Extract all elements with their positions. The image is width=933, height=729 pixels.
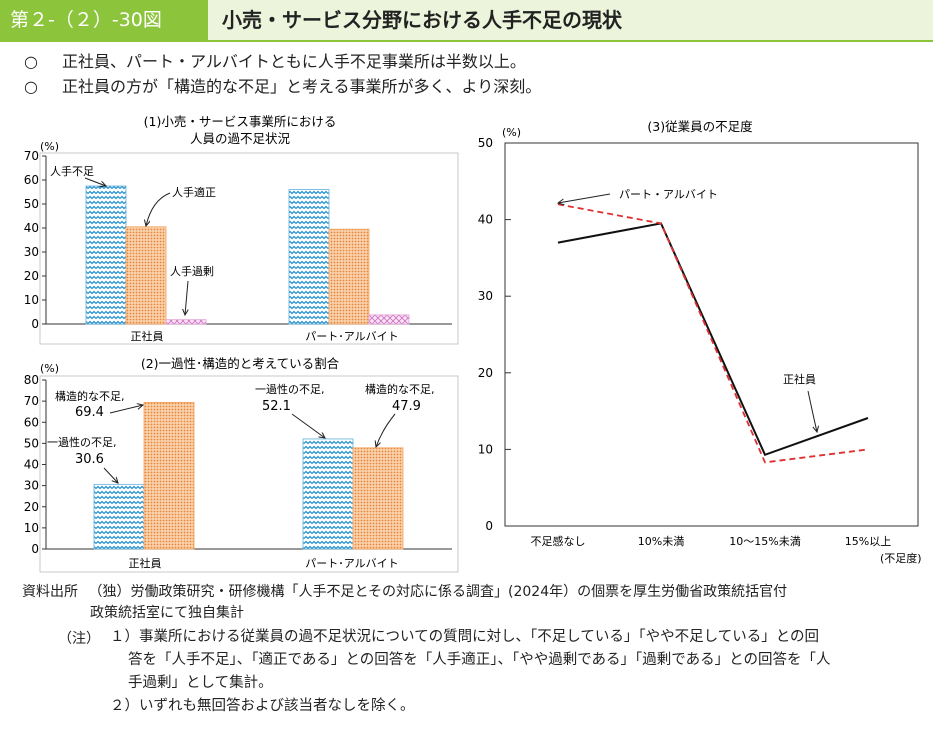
chart1-unit: (%): [40, 140, 59, 153]
source-text: （独）労働政策研究・研修機構「人手不足とその対応に係る調査」(2024年）の個票…: [88, 584, 788, 600]
chart2-annotation-arrow: [376, 413, 396, 447]
chart3-x-tick-label: 15%以上: [845, 535, 891, 548]
summary-item: ○ 正社員の方が「構造的な不足」と考える事業所が多く、より深刻。: [24, 73, 541, 97]
chart2-y-tick-label: 30: [24, 479, 39, 493]
chart3-x-tick-label: 不足感なし: [531, 535, 586, 548]
note-line: １）事業所における従業員の過不足状況についての質問に対し、「不足している」「やや…: [110, 629, 820, 645]
chart1-bar: [368, 314, 410, 325]
chart2-annotation: 構造的な不足,: [55, 389, 125, 403]
chart1-frame: [39, 152, 459, 345]
chart2-y-tick-label: 0: [31, 542, 39, 556]
chart1-annotation: 人手不足: [50, 164, 94, 178]
chart2-data-label: 52.1: [262, 399, 291, 414]
chart3-unit: (%): [502, 126, 521, 139]
chart2-y-tick-label: 40: [24, 458, 39, 472]
summary-text: 正社員の方が「構造的な不足」と考える事業所が多く、より深刻。: [62, 77, 542, 96]
chart2-y-tick-label: 10: [24, 521, 39, 535]
chart1-title-line1: (1)小売・サービス事業所における: [144, 114, 337, 129]
chart3-y-tick-label: 10: [478, 442, 493, 456]
chart1-y-tick-label: 50: [24, 197, 39, 211]
chart1-annotation: 人手過剰: [170, 264, 214, 278]
chart1-title-line2: 人員の過不足状況: [190, 131, 291, 146]
chart1-category-label: 正社員: [131, 329, 164, 343]
chart3-annotation: パート・アルバイト: [619, 188, 718, 201]
chart1-y-tick-label: 40: [24, 221, 39, 235]
chart2-title: (2)一過性･構造的と考えている割合: [141, 356, 340, 371]
chart2-annotation-arrow: [103, 467, 118, 483]
circle-bullet-icon: ○: [24, 52, 38, 71]
chart3-y-tick-label: 30: [478, 289, 493, 303]
chart2-annotation-arrow: [291, 413, 325, 438]
note-line: 答を「人手不足」、「適正である」との回答を「人手適正」、「やや過剰である」「過剰…: [128, 652, 831, 668]
chart1-bar: [125, 226, 167, 325]
chart2-bar: [143, 401, 195, 550]
figure-number: 第２-（２）-30図: [0, 0, 208, 40]
chart3-y-tick-label: 20: [478, 366, 493, 380]
chart2-bar: [352, 447, 404, 550]
chart2-frame: [39, 375, 459, 573]
chart3-x-tick-label: 10～15%未満: [729, 535, 800, 548]
summary-item: ○ 正社員、パート・アルバイトともに人手不足事業所は半数以上。: [24, 48, 526, 72]
chart2-bar: [93, 483, 145, 550]
chart2-y-tick-label: 20: [24, 500, 39, 514]
chart3-plot-frame: [504, 142, 919, 527]
note-label: （注）: [58, 631, 100, 647]
source-line: 資料出所 （独）労働政策研究・研修機構「人手不足とその対応に係る調査」(2024…: [22, 582, 787, 602]
chart1-bar: [288, 189, 330, 325]
chart3-y-tick-label: 50: [478, 136, 493, 150]
chart1-bar: [85, 185, 127, 325]
source-label: 資料出所: [22, 584, 78, 600]
chart2-data-label: 47.9: [392, 399, 421, 414]
chart2-y-tick-label: 80: [24, 373, 39, 387]
chart3-y-tick-label: 0: [485, 519, 493, 533]
chart1-y-tick-label: 10: [24, 293, 39, 307]
figure-header: 第２-（２）-30図 小売・サービス分野における人手不足の現状: [0, 0, 933, 42]
note-line: 手過剰」として集計。: [128, 675, 273, 691]
chart2-y-tick-label: 70: [24, 394, 39, 408]
chart2-bar: [302, 438, 354, 550]
chart3-x-note: (不足度): [880, 551, 922, 565]
chart2-data-label: 30.6: [75, 452, 104, 467]
chart1-y-tick-label: 0: [31, 317, 39, 331]
chart2-bars: [93, 401, 404, 550]
chart1-y-tick-label: 60: [24, 173, 39, 187]
charts-area: (1)小売・サービス事業所における 人員の過不足状況 (%) 0 10 20 30 40…: [24, 114, 922, 573]
chart1-bar: [165, 319, 207, 325]
circle-bullet-icon: ○: [24, 77, 38, 96]
chart3-series-line: [557, 203, 869, 464]
chart2-y-tick-label: 50: [24, 436, 39, 450]
chart3-x-tick-label: 10%未満: [638, 535, 684, 548]
chart1-annotation-arrow: [84, 177, 106, 186]
chart1-y-tick-label: 70: [24, 149, 39, 163]
chart3-annotation-arrow: [807, 390, 817, 432]
chart1-category-label: パート･アルバイト: [305, 330, 398, 343]
figure-title: 小売・サービス分野における人手不足の現状: [222, 8, 622, 32]
chart3-lines: [557, 203, 869, 464]
chart2-annotation-arrow: [109, 405, 143, 414]
chart2-y-tick-label: 60: [24, 415, 39, 429]
chart2-annotation: 一過性の不足,: [47, 435, 117, 449]
chart3-annotation: 正社員: [783, 372, 816, 386]
source-text-continued: 政策統括室にて独自集計: [90, 605, 244, 621]
chart1-y-tick-label: 20: [24, 269, 39, 283]
chart3-series-line: [557, 222, 869, 457]
chart3-annotation-arrow: [558, 193, 611, 203]
chart3-axes: 0 10 20 30 40 50 不足感なし 10%未満 10～15%未満 15%以上: [478, 136, 919, 548]
chart2-unit: (%): [40, 362, 59, 375]
chart1-annotation: 人手適正: [172, 185, 216, 199]
chart1-y-tick-label: 30: [24, 245, 39, 259]
chart1-annotation-arrow: [146, 192, 171, 226]
chart1-bar: [328, 228, 370, 325]
summary-text: 正社員、パート・アルバイトともに人手不足事業所は半数以上。: [62, 52, 526, 71]
chart1-bars: [85, 185, 410, 325]
note-line: ２）いずれも無回答および該当者なしを除く。: [110, 698, 415, 714]
chart2-category-label: パート･アルバイト: [305, 557, 398, 570]
chart1-annotation-arrow: [185, 280, 188, 315]
chart2-annotation: 構造的な不足,: [365, 382, 435, 396]
chart3-y-tick-label: 40: [478, 213, 493, 227]
chart2-data-label: 69.4: [75, 405, 104, 420]
chart3-title: (3)従業員の不足度: [647, 119, 753, 134]
chart2-category-label: 正社員: [129, 556, 162, 570]
chart2-annotation: 一過性の不足,: [255, 382, 325, 396]
